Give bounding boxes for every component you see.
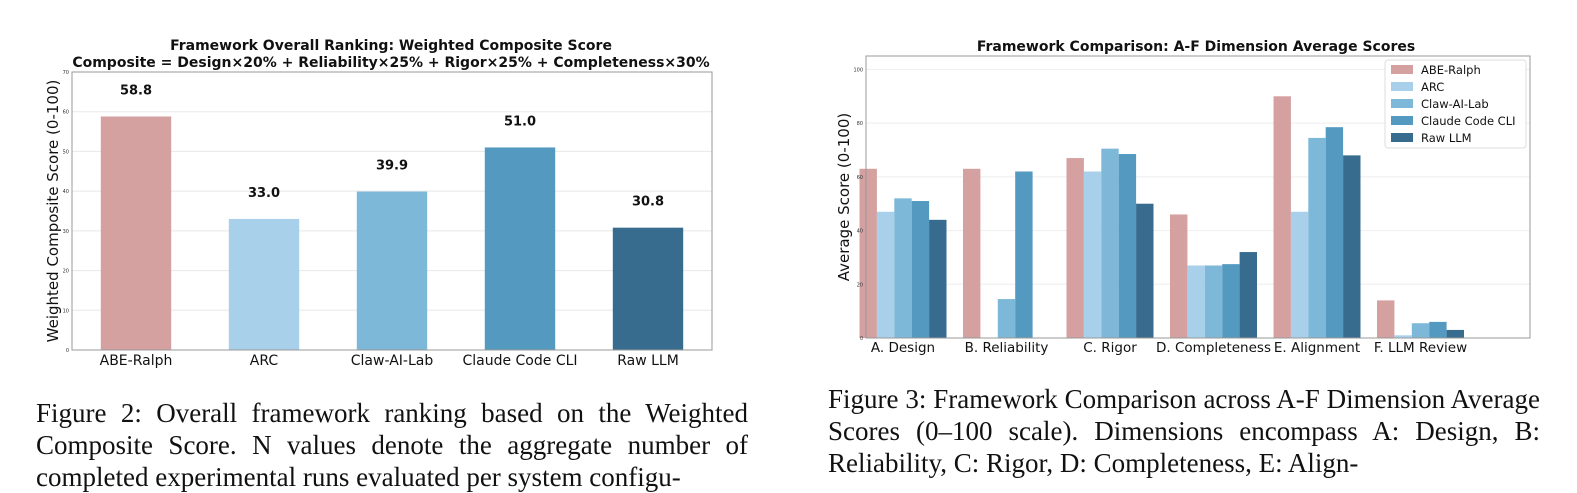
chart-subtitle: Composite = Design×20% + Reliability×25%… <box>72 55 709 71</box>
y-tick-label: 100 <box>853 67 863 73</box>
bar <box>1325 127 1344 339</box>
y-tick-label: 20 <box>857 282 863 288</box>
legend-swatch <box>1391 133 1413 142</box>
bar <box>894 198 912 338</box>
y-tick-label: 70 <box>63 70 69 76</box>
bar <box>1187 265 1205 338</box>
bar <box>1273 96 1291 339</box>
bar <box>100 116 172 350</box>
y-tick-label: 0 <box>860 336 863 342</box>
legend-label: ARC <box>1421 80 1444 94</box>
chart-title: Framework Comparison: A-F Dimension Aver… <box>977 39 1415 55</box>
y-tick-label: 40 <box>63 189 69 195</box>
x-tick-label: F. LLM Review <box>1374 340 1467 356</box>
bar <box>1066 158 1084 338</box>
bar <box>1136 203 1154 338</box>
bar <box>1308 137 1326 338</box>
x-tick-label: ARC <box>250 353 279 369</box>
plot-frame <box>71 71 713 351</box>
legend-swatch <box>1391 82 1413 91</box>
data-label: 51.0 <box>504 114 536 129</box>
legend-label: ABE-Ralph <box>1421 63 1481 77</box>
legend: ABE-Ralph ARC Claw-AI-Lab Claude Code CLI Ra… <box>1384 59 1527 149</box>
data-label: 33.0 <box>248 186 280 201</box>
figure-3-caption: Figure 3: Framework Comparison across A-… <box>828 384 1540 478</box>
x-tick-label: A. Design <box>871 340 935 356</box>
legend-label: Raw LLM <box>1421 131 1472 145</box>
data-label: 30.8 <box>632 195 664 210</box>
legend-frame <box>1384 59 1527 149</box>
y-tick-label: 40 <box>857 229 863 235</box>
y-tick-label: 30 <box>63 229 69 235</box>
bar <box>876 211 895 338</box>
bar <box>1083 171 1102 338</box>
x-tick-label: Claude Code CLI <box>462 353 577 369</box>
y-tick-label: 60 <box>63 110 69 116</box>
bar <box>1222 264 1240 338</box>
plot-frame <box>865 55 1531 339</box>
x-tick-label: Claw-AI-Lab <box>351 353 434 369</box>
figure-2-caption: Figure 2: Overall framework ranking base… <box>36 398 748 492</box>
bar <box>1290 211 1309 338</box>
y-tick-label: 80 <box>857 121 863 127</box>
bar <box>1411 323 1430 338</box>
y-tick-label: 10 <box>63 308 69 314</box>
legend-label: Claw-AI-Lab <box>1421 97 1489 111</box>
x-tick-label: C. Rigor <box>1083 340 1137 356</box>
bar <box>1394 335 1412 338</box>
y-tick-label: 60 <box>857 175 863 181</box>
bar <box>612 227 684 350</box>
bar <box>859 168 877 338</box>
y-axis-label: Average Score (0-100) <box>835 113 853 281</box>
bar <box>929 219 947 338</box>
bar <box>228 218 300 350</box>
bar <box>997 299 1016 338</box>
bar <box>963 168 981 338</box>
y-axis-label: Weighted Composite Score (0-100) <box>44 80 62 343</box>
x-tick-label: ABE-Ralph <box>100 353 173 369</box>
y-tick-label: 20 <box>63 269 69 275</box>
composite-score-chart: Framework Overall Ranking: Weighted Comp… <box>44 38 713 369</box>
bar <box>356 191 428 350</box>
x-tick-label: Raw LLM <box>617 353 679 369</box>
bar <box>1118 154 1137 338</box>
bar <box>1377 300 1395 338</box>
legend-swatch <box>1391 116 1413 125</box>
bar <box>484 147 556 350</box>
legend-swatch <box>1391 65 1413 74</box>
bar <box>1015 171 1033 338</box>
bar <box>1170 214 1188 338</box>
y-tick-label: 50 <box>63 149 69 155</box>
x-tick-label: E. Alignment <box>1274 340 1360 356</box>
x-tick-label: D. Completeness <box>1156 340 1271 356</box>
bar <box>1429 321 1447 338</box>
bar <box>1239 252 1257 338</box>
bar <box>1204 265 1223 338</box>
bar <box>911 201 930 338</box>
data-label: 39.9 <box>376 159 408 174</box>
bar <box>1446 329 1464 338</box>
legend-swatch <box>1391 99 1413 108</box>
bar <box>1343 155 1361 338</box>
chart-title: Framework Overall Ranking: Weighted Comp… <box>170 38 612 54</box>
bar <box>1101 148 1119 338</box>
x-tick-label: B. Reliability <box>965 340 1049 356</box>
y-tick-label: 0 <box>66 348 69 354</box>
data-label: 58.8 <box>120 83 152 98</box>
dimension-scores-chart: Framework Comparison: A-F Dimension Aver… <box>835 39 1531 356</box>
legend-label: Claude Code CLI <box>1421 114 1516 128</box>
